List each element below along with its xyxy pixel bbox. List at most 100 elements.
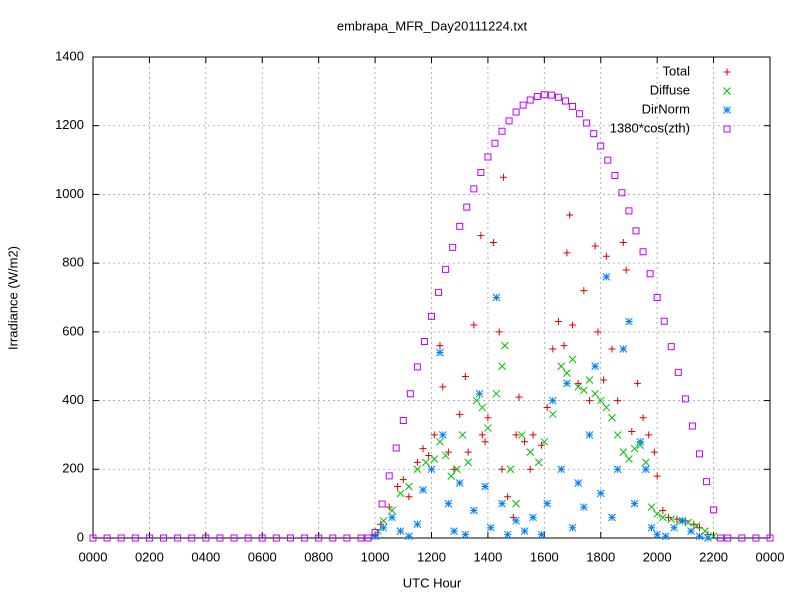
data-point — [420, 337, 428, 345]
data-point — [579, 503, 588, 511]
data-point — [464, 448, 472, 456]
data-point — [427, 465, 436, 474]
data-point — [456, 410, 464, 418]
data-point — [563, 369, 571, 377]
data-point — [604, 156, 612, 164]
data-point — [453, 465, 461, 474]
data-point — [470, 185, 478, 193]
data-point — [766, 534, 774, 542]
data-point — [405, 493, 413, 501]
data-point — [561, 97, 569, 105]
data-point — [413, 363, 421, 371]
y-tick-label: 600 — [62, 323, 84, 338]
data-point — [450, 527, 458, 535]
data-point — [724, 534, 732, 542]
data-point — [667, 515, 676, 523]
data-point — [512, 516, 520, 525]
data-point — [385, 472, 393, 480]
data-point — [529, 431, 537, 439]
data-point — [394, 482, 402, 490]
x-tick-label: 0000 — [756, 549, 785, 564]
data-point — [436, 342, 444, 350]
data-point — [378, 500, 386, 508]
data-point — [461, 530, 470, 539]
data-point — [533, 93, 541, 101]
data-point — [647, 523, 656, 532]
data-point — [653, 510, 662, 518]
data-point — [632, 227, 640, 235]
data-point — [534, 458, 543, 467]
data-point — [520, 527, 529, 535]
data-point — [667, 343, 675, 351]
data-point — [464, 458, 473, 467]
legend-marker — [723, 106, 731, 114]
data-point — [329, 534, 337, 542]
data-point — [614, 397, 622, 405]
data-point — [664, 513, 672, 521]
data-point — [388, 506, 396, 515]
data-point — [160, 534, 168, 542]
data-point — [717, 534, 725, 542]
data-point — [491, 139, 499, 147]
data-point — [602, 252, 610, 260]
data-point — [554, 93, 562, 101]
legend-marker — [723, 87, 731, 95]
data-point — [613, 431, 622, 439]
data-point — [684, 518, 693, 527]
data-point — [613, 465, 622, 474]
data-point — [449, 243, 457, 251]
data-point — [515, 393, 523, 401]
plot-border — [92, 56, 771, 539]
data-point — [568, 523, 577, 532]
data-point — [670, 523, 678, 532]
data-point — [478, 431, 486, 439]
x-tick-label: 1600 — [530, 549, 559, 564]
data-point — [608, 413, 616, 422]
data-point — [585, 397, 593, 405]
data-point — [563, 249, 571, 257]
legend-label: 1380*cos(zth) — [610, 120, 690, 135]
data-point — [413, 465, 422, 474]
y-tick-label: 1000 — [55, 186, 84, 201]
data-point — [526, 448, 535, 456]
data-point — [505, 117, 513, 125]
data-point — [576, 110, 584, 118]
data-point — [117, 534, 125, 542]
data-point — [492, 293, 501, 302]
data-point — [202, 534, 210, 542]
data-point — [499, 173, 507, 181]
data-point — [495, 328, 503, 336]
data-point — [625, 207, 633, 215]
data-point — [703, 478, 711, 486]
data-point — [89, 534, 97, 542]
x-tick-label: 0800 — [304, 549, 333, 564]
data-point — [444, 499, 453, 508]
data-point — [103, 534, 111, 542]
data-point — [447, 472, 456, 481]
data-point — [690, 520, 698, 528]
data-point — [580, 287, 588, 295]
data-point — [673, 515, 681, 523]
data-point — [596, 489, 605, 498]
x-tick-label: 1400 — [473, 549, 502, 564]
data-point — [436, 348, 444, 357]
data-point — [470, 321, 478, 329]
x-tick-label: 1800 — [586, 549, 615, 564]
data-point — [430, 431, 438, 439]
data-point — [563, 379, 571, 388]
data-point — [512, 431, 520, 439]
data-point — [639, 414, 647, 422]
data-point — [422, 458, 430, 467]
data-point — [560, 342, 568, 350]
data-point — [484, 424, 492, 432]
data-point — [463, 203, 471, 211]
data-point — [630, 444, 639, 453]
data-point — [704, 534, 712, 542]
x-axis-label: UTC Hour — [403, 575, 462, 590]
y-tick-label: 0 — [77, 529, 84, 544]
data-point — [244, 534, 252, 542]
data-point — [596, 396, 605, 405]
data-point — [543, 403, 551, 411]
data-point — [738, 534, 746, 542]
data-point — [625, 455, 633, 463]
